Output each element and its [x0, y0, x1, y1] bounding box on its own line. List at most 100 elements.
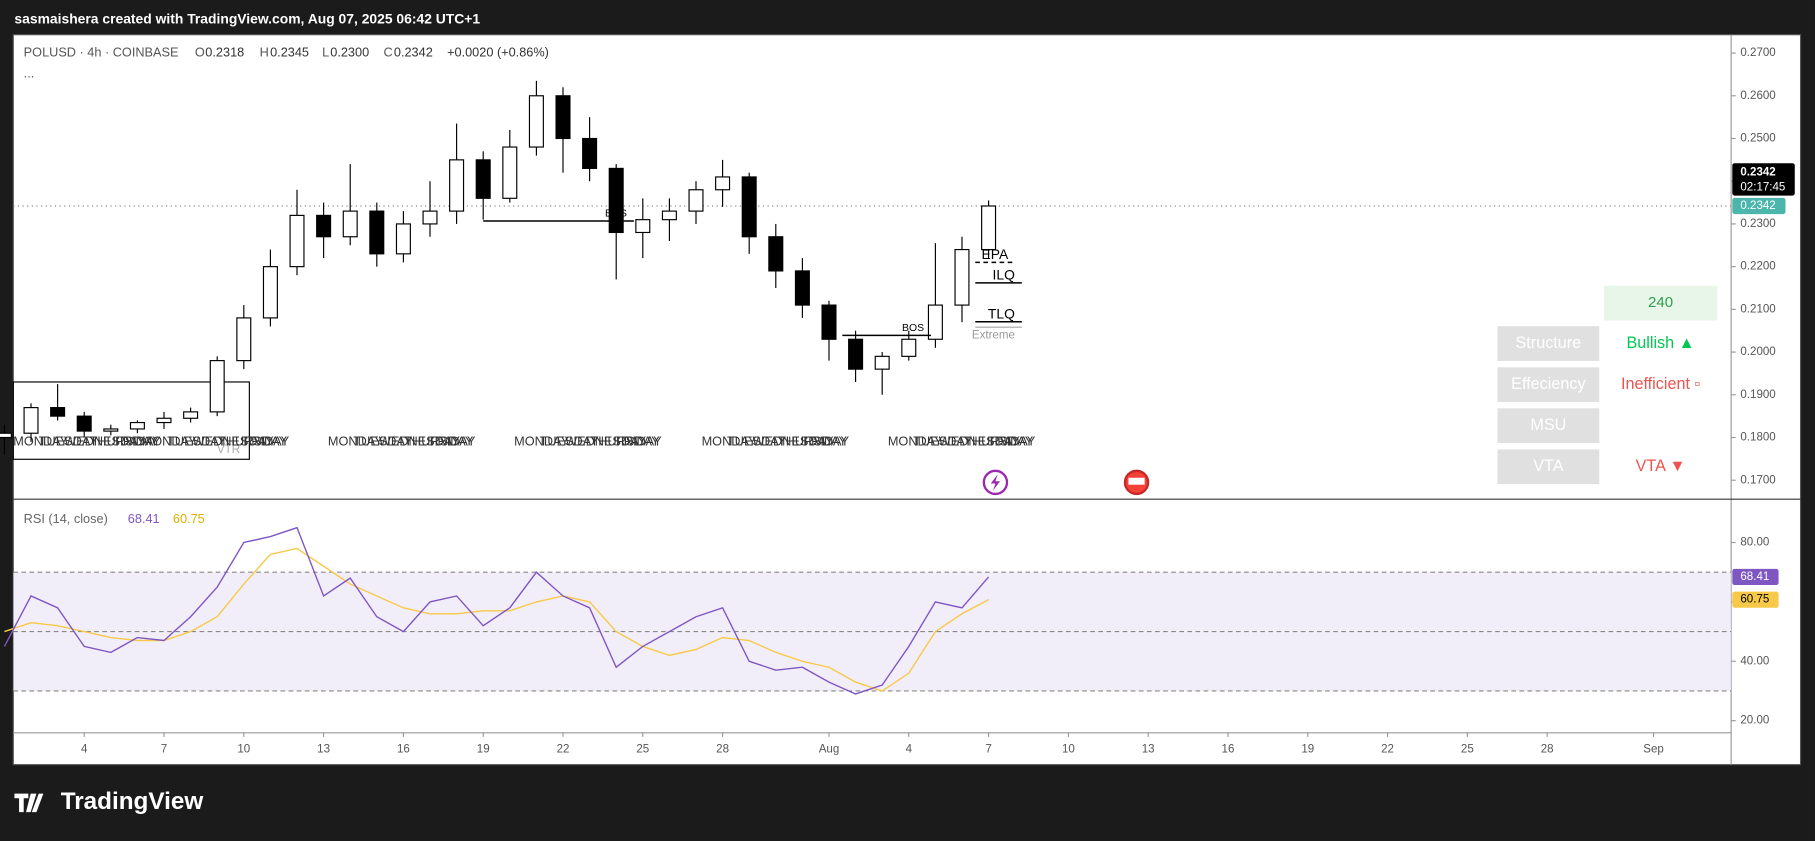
- panel-key: Structure: [1516, 334, 1582, 352]
- zone-label: VTR: [217, 444, 240, 456]
- h-value: 0.2345: [270, 45, 309, 60]
- flag-glyph: [1128, 477, 1145, 485]
- x-tick-label: 4: [81, 744, 88, 756]
- change: +0.0020 (+0.86%): [447, 45, 549, 60]
- candle-body: [209, 360, 225, 413]
- day-label: TUESDAY: [353, 433, 413, 448]
- price-badge-value: 0.2342: [1740, 166, 1775, 178]
- price-badge-value: 0.2342: [1740, 200, 1775, 212]
- candle-body: [369, 210, 385, 255]
- c-label: C: [383, 45, 392, 60]
- x-tick-label: 22: [557, 744, 570, 756]
- more: ...: [24, 65, 35, 80]
- panel-cell: [1497, 449, 1600, 485]
- day-label: THURSDAY: [591, 433, 661, 448]
- day-label: FRIDAY: [616, 433, 662, 448]
- day-label: WEDNESDAY: [752, 433, 834, 448]
- y-tick-label: 0.1800: [1740, 432, 1775, 444]
- level-label: EPA: [982, 246, 1009, 262]
- y-tick-label: 0.2200: [1740, 261, 1775, 273]
- l-value: 0.2300: [330, 45, 369, 60]
- c-value: 0.2342: [394, 45, 433, 60]
- candle-body: [289, 214, 305, 268]
- candle-body: [76, 415, 92, 432]
- candle-body: [422, 210, 438, 225]
- day-label: MONDAY: [142, 433, 197, 448]
- day-label: FRIDAY: [803, 433, 849, 448]
- day-label: MONDAY: [888, 433, 943, 448]
- panel-cell: [1497, 367, 1600, 402]
- day-label: FRIDAY: [430, 433, 476, 448]
- y-tick-label: 0.2100: [1740, 303, 1775, 315]
- candle-body: [0, 432, 12, 439]
- x-tick-label: Aug: [819, 744, 840, 756]
- rsi-line: [3, 526, 990, 695]
- day-label: TUESDAY: [913, 433, 973, 448]
- x-tick-label: 16: [397, 744, 410, 756]
- x-tick-label: 10: [237, 744, 250, 756]
- day-label: WEDNESDAY: [193, 433, 275, 448]
- day-label: THURSDAY: [778, 433, 848, 448]
- y-tick-label: 0.2300: [1740, 218, 1775, 230]
- candle-body: [129, 421, 145, 430]
- x-tick-label: Sep: [1643, 744, 1664, 756]
- day-label: MONDAY: [702, 433, 757, 448]
- candle-body: [236, 317, 252, 362]
- day-label: MONDAY: [13, 433, 68, 448]
- day-label: TUESDAY: [39, 433, 99, 448]
- day-label: MONDAY: [328, 433, 383, 448]
- candle-body: [927, 304, 943, 340]
- candle-body: [874, 355, 890, 370]
- day-label: THURSDAY: [404, 433, 474, 448]
- y-tick-label: 0.2500: [1740, 133, 1775, 145]
- panel-cell: [1497, 408, 1600, 444]
- y-tick-label: 0.2700: [1740, 47, 1775, 59]
- o-label: O: [195, 45, 205, 60]
- value-badge-label: 60.75: [1740, 594, 1769, 606]
- y-tick-label: 0.1900: [1740, 389, 1775, 401]
- o-value: 0.2318: [205, 45, 244, 60]
- value-badge: [1732, 591, 1779, 608]
- symbol: POLUSD · 4h · COINBASE: [24, 45, 179, 60]
- candle-body: [981, 205, 997, 251]
- day-label: WEDNESDAY: [379, 433, 461, 448]
- candle-body: [528, 95, 544, 148]
- candle-body: [103, 428, 119, 432]
- day-label: THURSDAY: [90, 433, 160, 448]
- rsi-title: RSI (14, close): [24, 511, 108, 526]
- candle-body: [449, 159, 465, 212]
- value-badge-label: 68.41: [1740, 571, 1769, 583]
- candle-body: [954, 248, 970, 306]
- panel-status: Inefficient ▫: [1621, 375, 1700, 393]
- panel-key: Effeciency: [1511, 375, 1586, 393]
- level-label: BOS: [902, 323, 924, 334]
- candle-body: [582, 137, 598, 169]
- x-tick-label: 10: [1062, 744, 1075, 756]
- level-label: TLQ: [988, 305, 1015, 321]
- rsi-ma-value: 60.75: [173, 511, 205, 526]
- candle-body: [395, 223, 411, 255]
- level-label: ILQ: [993, 267, 1016, 283]
- panel-status: VTA ▼: [1636, 457, 1686, 475]
- x-tick-label: 13: [1142, 744, 1155, 756]
- candle-body: [661, 210, 677, 221]
- event-icon-glyph: [990, 474, 1001, 491]
- candle-body: [50, 407, 66, 417]
- candle-body: [342, 210, 358, 238]
- day-label: FRIDAY: [990, 433, 1036, 448]
- l-label: L: [322, 45, 329, 60]
- zone: [12, 381, 250, 460]
- y-tick-label: 0.1700: [1740, 474, 1775, 486]
- candle-body: [608, 167, 624, 234]
- day-label: FRIDAY: [243, 433, 289, 448]
- symbol-header: POLUSD · 4h · COINBASE O 0.2318 H 0.2345…: [24, 45, 549, 81]
- panel-cell: [1603, 285, 1718, 321]
- candle-body: [156, 417, 172, 424]
- price-badge: [1732, 197, 1786, 215]
- x-tick-label: 25: [636, 744, 649, 756]
- candle-body: [768, 236, 784, 272]
- x-tick-label: 7: [161, 744, 167, 756]
- candle-body: [901, 338, 917, 357]
- level-label: BOS: [605, 209, 627, 220]
